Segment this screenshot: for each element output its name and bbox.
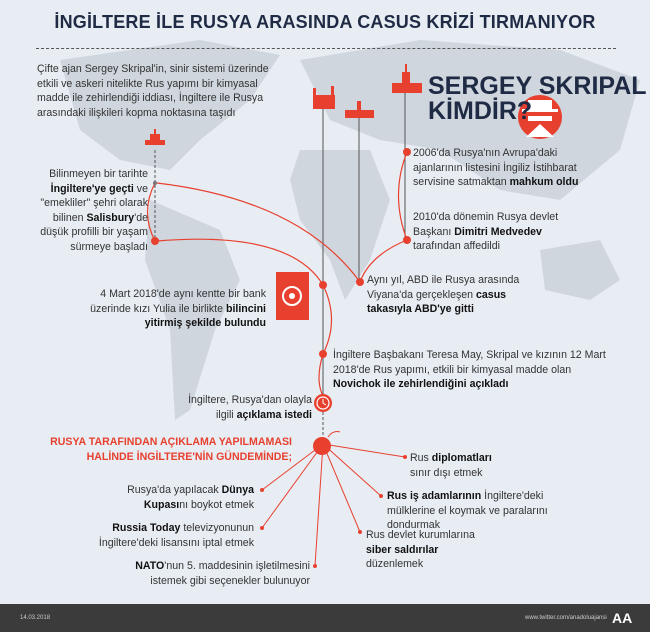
timeline-dot [151, 237, 159, 245]
footer-date: 14.03.2018 [20, 615, 51, 621]
timeline-dot [319, 350, 327, 358]
footer: 14.03.2018 www.twitter.com/anadoluajansi… [0, 604, 650, 632]
option-businessmen: Rus iş adamlarının İngiltere'deki mülkle… [387, 490, 548, 532]
event-defected: Bilinmeyen bir tarihte İngiltere'ye geçt… [40, 168, 148, 253]
footer-twitter-link[interactable]: www.twitter.com/anadoluajansi [525, 615, 607, 621]
timeline-dot [319, 281, 327, 289]
timeline-dot [403, 236, 411, 244]
biohazard-icon [276, 272, 309, 320]
event-swap: Aynı yıl, ABD ile Rusya arasında Viyana'… [367, 274, 520, 316]
clock-icon [314, 394, 332, 412]
heading-line1: SERGEY SKRIPAL [428, 72, 647, 100]
world-map-background [60, 40, 640, 568]
agenda-heading: RUSYA TARAFINDAN AÇIKLAMA YAPILMAMASI HAL… [50, 436, 292, 463]
event-novichok: İngiltere Başbakanı Teresa May, Skripal … [333, 349, 606, 391]
timeline-dot [356, 278, 364, 286]
option-world-cup: Rusya'da yapılacak Dünya Kupasını boykot… [127, 484, 254, 511]
timeline-dot [403, 148, 411, 156]
title-divider [36, 48, 616, 49]
event-found: 4 Mart 2018'de aynı kentte bir bank üzer… [90, 288, 266, 330]
capitol-icon [145, 129, 165, 145]
event-explanation: İngiltere, Rusya'dan olayla ilgili açıkl… [188, 394, 312, 421]
heading-line2: KİMDİR? [428, 97, 533, 125]
option-nato: NATO'nun 5. maddesinin işletilmesini ist… [135, 560, 310, 587]
event-2006: 2006'da Rusya'nın Avrupa'daki ajanlarını… [413, 147, 579, 189]
bomb-icon [313, 437, 331, 455]
option-cyber: Rus devlet kurumlarına siber saldırılar … [366, 529, 475, 571]
intro-text: Çifte ajan Sergey Skripal'in, sinir sist… [37, 63, 269, 119]
option-russia-today: Russia Today televizyonunun İngiltere'de… [98, 522, 254, 549]
option-diplomats: Rus diplomatları sınır dışı etmek [410, 452, 492, 479]
aa-logo: AA [612, 610, 633, 626]
event-2010: 2010'da dönemin Rusya devlet Başkanı Dim… [413, 211, 559, 253]
heading: SERGEY SKRIPAL KİMDİR? [428, 74, 647, 124]
big-ben-icon [313, 86, 335, 109]
parliament-icon [345, 101, 374, 118]
spy-icon [518, 95, 562, 139]
page-title: İNGİLTERE İLE RUSYA ARASINDA CASUS KRİZİ… [54, 12, 596, 32]
kremlin-icon [392, 64, 422, 93]
